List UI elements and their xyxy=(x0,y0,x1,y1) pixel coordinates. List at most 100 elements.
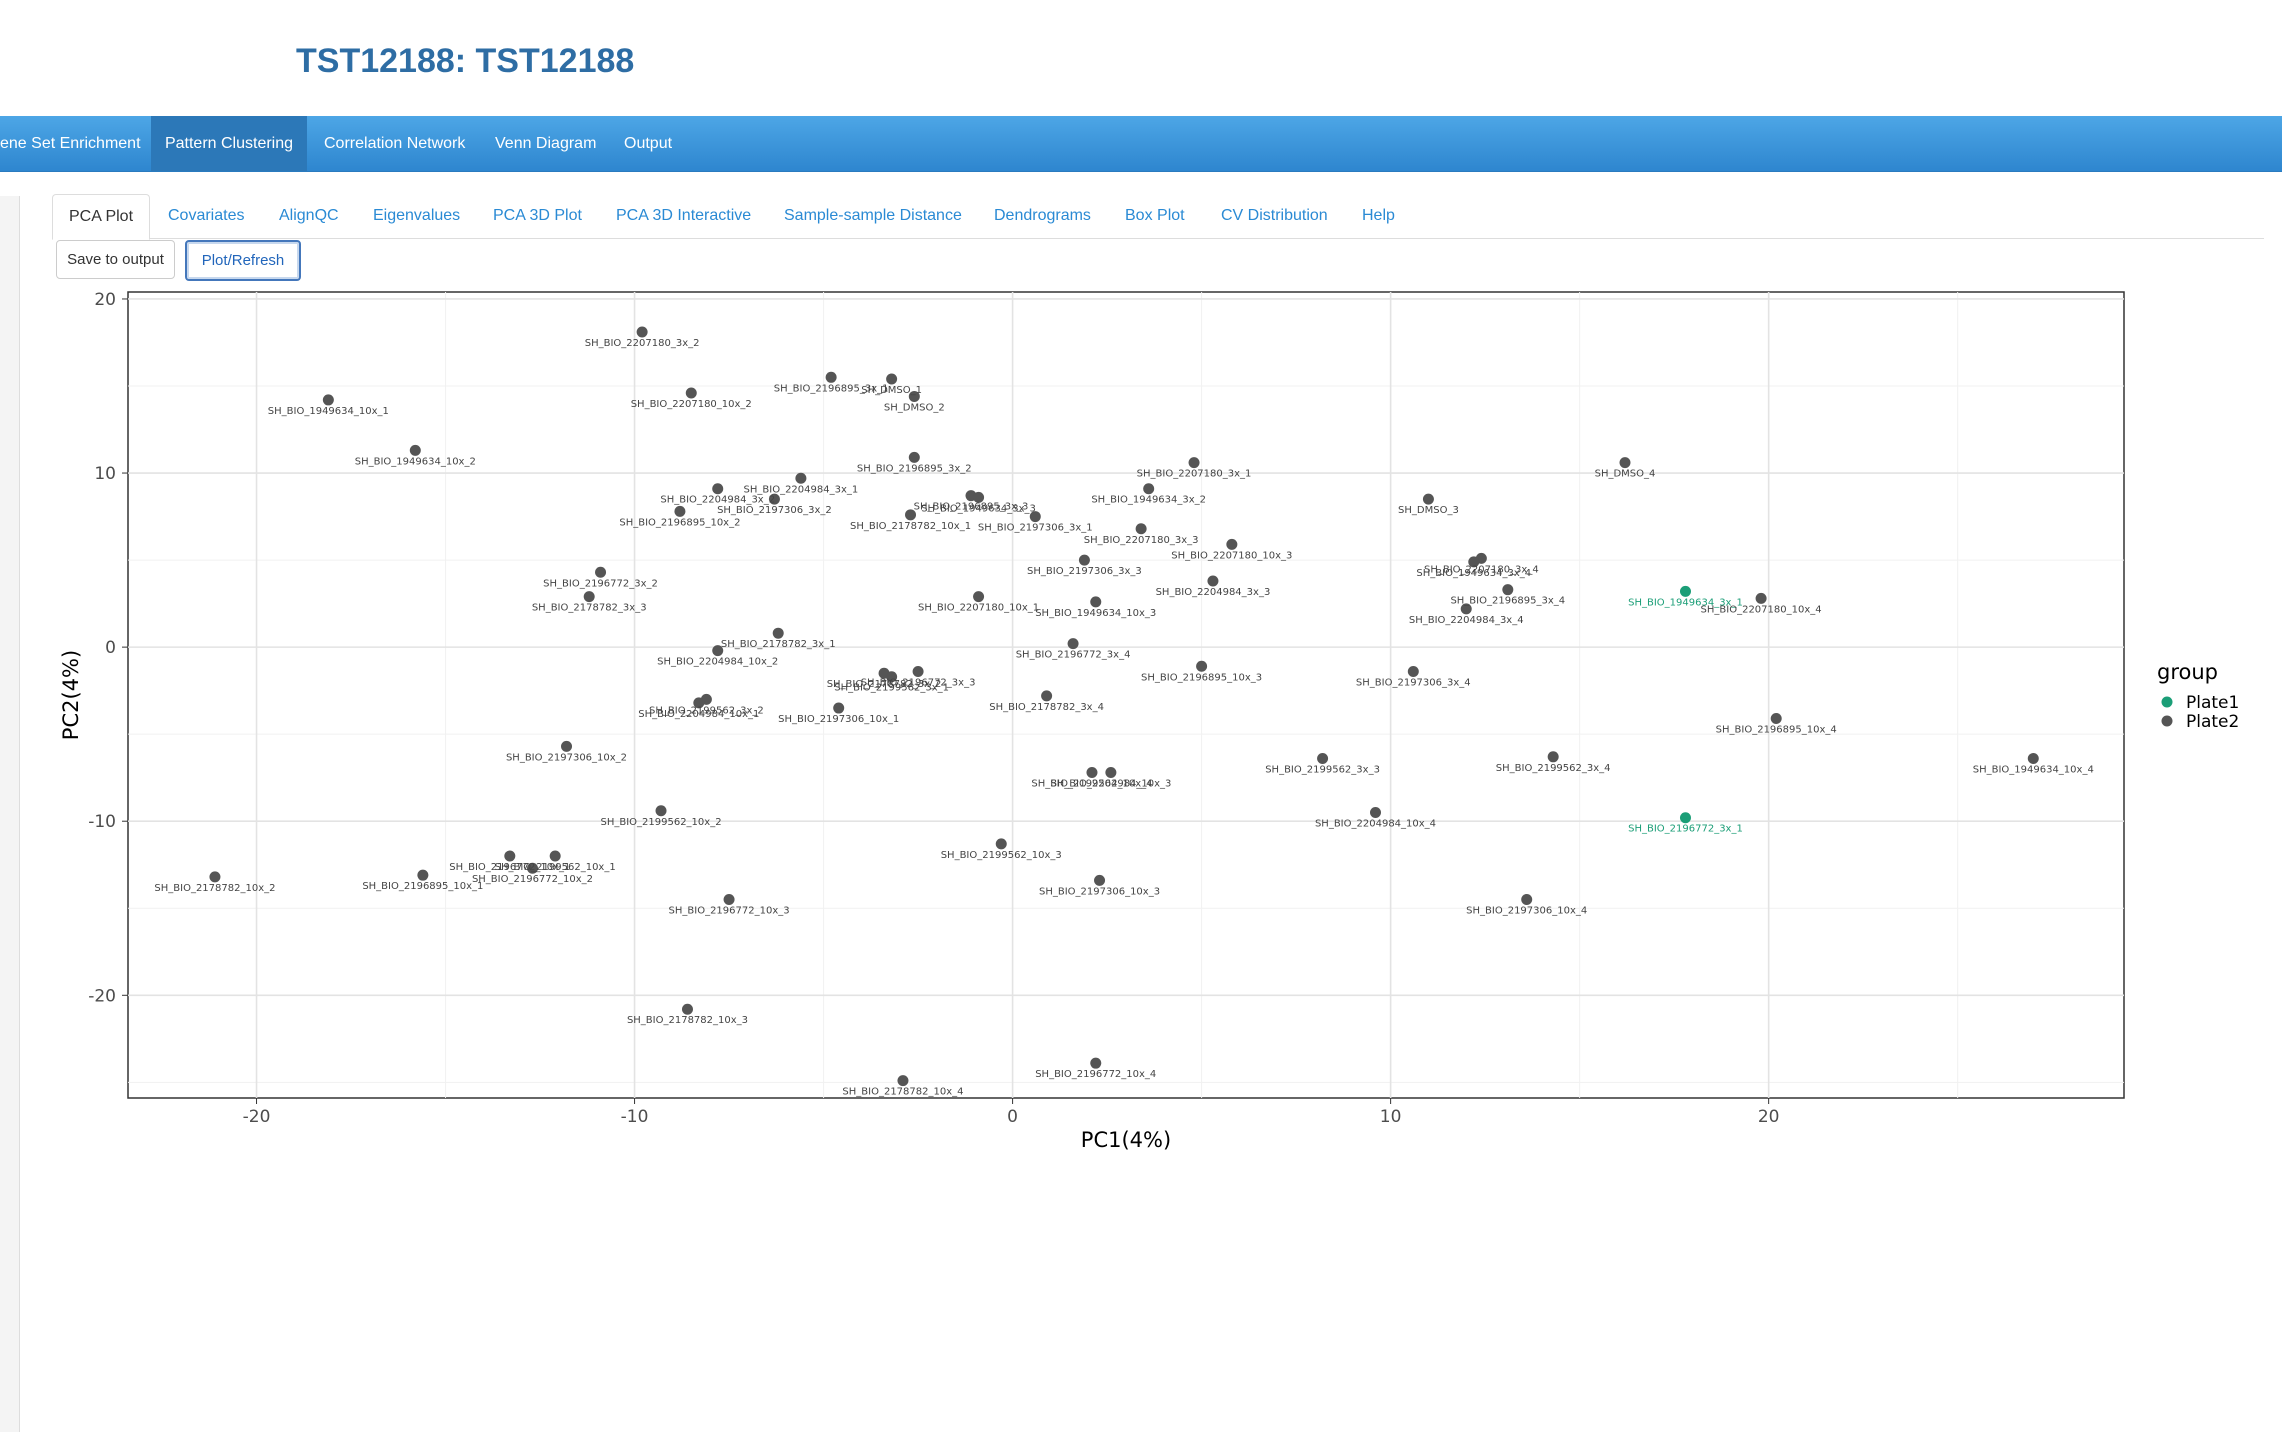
point-label: SH_BIO_2196895_10x_3 xyxy=(1141,672,1262,683)
data-point xyxy=(1502,584,1514,596)
data-point xyxy=(1407,665,1419,677)
point-label: SH_BIO_2178782_3x_1 xyxy=(721,639,836,650)
point-label: SH_BIO_2204984_10x_3 xyxy=(1050,778,1171,789)
point-label: SH_BIO_2196772_3x_1 xyxy=(1628,824,1743,835)
x-tick-label: 20 xyxy=(1758,1107,1780,1127)
data-point xyxy=(636,326,648,338)
point-label: SH_BIO_1949634_10x_1 xyxy=(268,406,389,417)
point-label: SH_BIO_2196772_3x_4 xyxy=(1016,650,1131,661)
data-point xyxy=(655,805,667,817)
tab-help[interactable]: Help xyxy=(1362,207,1395,224)
data-point xyxy=(723,894,735,906)
tab-pca-3d-plot[interactable]: PCA 3D Plot xyxy=(493,207,582,224)
point-label: SH_BIO_1949634_10x_3 xyxy=(1035,608,1156,619)
point-label: SH_BIO_2197306_10x_2 xyxy=(506,752,627,763)
tab-pca-plot[interactable]: PCA Plot xyxy=(52,194,150,240)
legend: group Plate1 Plate2 xyxy=(2157,660,2239,732)
data-point xyxy=(1521,894,1533,906)
point-label: SH_BIO_2196772_3x_2 xyxy=(543,578,658,589)
nav-item-correlation-network[interactable]: Correlation Network xyxy=(324,135,466,152)
legend-title: group xyxy=(2157,660,2218,684)
point-label: SH_BIO_2178782_10x_2 xyxy=(154,883,275,894)
data-point xyxy=(1086,766,1098,778)
point-label: SH_BIO_2199562_10x_1 xyxy=(495,862,616,873)
point-label: SH_BIO_2197306_3x_2 xyxy=(717,505,832,516)
point-label: SH_BIO_2197306_3x_1 xyxy=(978,523,1093,534)
plot-refresh-button[interactable]: Plot/Refresh xyxy=(185,240,301,281)
data-point xyxy=(772,627,784,639)
data-point xyxy=(1679,585,1691,597)
point-label: SH_BIO_2204984_10x_1 xyxy=(638,709,759,720)
data-point xyxy=(685,387,697,399)
nav-item-venn-diagram[interactable]: Venn Diagram xyxy=(495,135,597,152)
point-label: SH_BIO_2196772_10x_2 xyxy=(472,874,593,885)
point-label: SH_BIO_2178782_10x_3 xyxy=(627,1015,748,1026)
point-label: SH_BIO_2204984_10x_4 xyxy=(1315,819,1436,830)
data-point xyxy=(595,566,607,578)
x-tick-label: 0 xyxy=(1007,1107,1018,1127)
point-label: SH_BIO_2197306_10x_1 xyxy=(778,714,899,725)
data-point xyxy=(995,838,1007,850)
point-label: SH_DMSO_3 xyxy=(1398,505,1459,516)
point-label: SH_DMSO_2 xyxy=(884,402,945,413)
tab-eigenvalues[interactable]: Eigenvalues xyxy=(373,207,461,224)
point-label: SH_BIO_1949634_3x_4 xyxy=(1416,568,1531,579)
nav-item-pattern-clustering[interactable]: Pattern Clustering xyxy=(151,116,307,171)
data-point xyxy=(1143,483,1155,495)
data-point xyxy=(905,509,917,521)
point-label: SH_BIO_2196772_10x_3 xyxy=(669,906,790,917)
point-label: SH_BIO_2196895_3x_4 xyxy=(1450,596,1565,607)
legend-label-plate1: Plate1 xyxy=(2186,693,2239,713)
x-tick-label: -20 xyxy=(243,1107,271,1127)
data-point xyxy=(561,740,573,752)
tab-cv-distribution[interactable]: CV Distribution xyxy=(1221,207,1328,224)
data-point xyxy=(674,505,686,517)
x-axis-title: PC1(4%) xyxy=(1081,1128,1171,1152)
data-point xyxy=(693,697,705,709)
point-label: SH_BIO_2178782_3x_4 xyxy=(989,702,1104,713)
nav-item-output[interactable]: Output xyxy=(624,135,673,152)
tab-box-plot[interactable]: Box Plot xyxy=(1125,207,1185,224)
page-title: TST12188: TST12188 xyxy=(296,42,635,80)
y-axis-title: PC2(4%) xyxy=(59,650,83,740)
left-sidebar-edge xyxy=(0,196,20,1432)
point-label: SH_BIO_2207180_3x_3 xyxy=(1084,535,1199,546)
point-label: SH_DMSO_1 xyxy=(861,385,922,396)
point-label: SH_BIO_2196895_10x_1 xyxy=(362,881,483,892)
point-label: SH_BIO_2199562_3x_2 xyxy=(649,705,764,716)
data-point xyxy=(1619,457,1631,469)
data-point xyxy=(1547,751,1559,763)
point-label: SH_BIO_1949634_10x_4 xyxy=(1973,765,2094,776)
tab-dendrograms[interactable]: Dendrograms xyxy=(994,207,1091,224)
data-point xyxy=(1041,690,1053,702)
point-label: SH_BIO_2199562_10x_2 xyxy=(600,817,721,828)
nav-item-gene-set-enrichment[interactable]: ene Set Enrichment xyxy=(0,135,141,152)
point-label: SH_BIO_1949634_3x_1 xyxy=(1628,597,1743,608)
point-label: SH_BIO_2197306_10x_3 xyxy=(1039,886,1160,897)
main-navbar: ene Set Enrichment Pattern Clustering Co… xyxy=(0,116,2282,172)
point-labels: SH_BIO_2207180_3x_2 SH_BIO_1949634_10x_1 S… xyxy=(154,338,2093,1098)
data-point xyxy=(322,394,334,406)
data-point xyxy=(1029,511,1041,523)
y-tick-label: -20 xyxy=(88,986,116,1006)
point-label: SH_BIO_2196772_3x_3 xyxy=(861,677,976,688)
point-label: SH_BIO_2199562_3x_4 xyxy=(1496,763,1611,774)
save-to-output-button[interactable]: Save to output xyxy=(56,240,175,279)
data-point xyxy=(1422,493,1434,505)
tab-alignqc[interactable]: AlignQC xyxy=(279,207,339,224)
tab-pca-3d-interactive[interactable]: PCA 3D Interactive xyxy=(616,207,752,224)
y-tick-label: 20 xyxy=(94,290,116,310)
y-axis-ticks: 20 10 0 -10 -20 xyxy=(88,290,128,1006)
point-label: SH_DMSO_4 xyxy=(1595,469,1656,480)
data-point xyxy=(712,483,724,495)
data-point xyxy=(1105,766,1117,778)
tab-sample-distance[interactable]: Sample-sample Distance xyxy=(784,207,962,224)
x-tick-label: 10 xyxy=(1380,1107,1402,1127)
legend-marker-plate1 xyxy=(2161,696,2173,708)
data-point xyxy=(1207,575,1219,587)
tab-covariates[interactable]: Covariates xyxy=(168,207,245,224)
point-label: SH_BIO_1949634_3x_3 xyxy=(921,503,1036,514)
point-label: SH_BIO_2178782_10x_1 xyxy=(850,521,971,532)
point-label: SH_BIO_2196895_3x_2 xyxy=(857,463,972,474)
